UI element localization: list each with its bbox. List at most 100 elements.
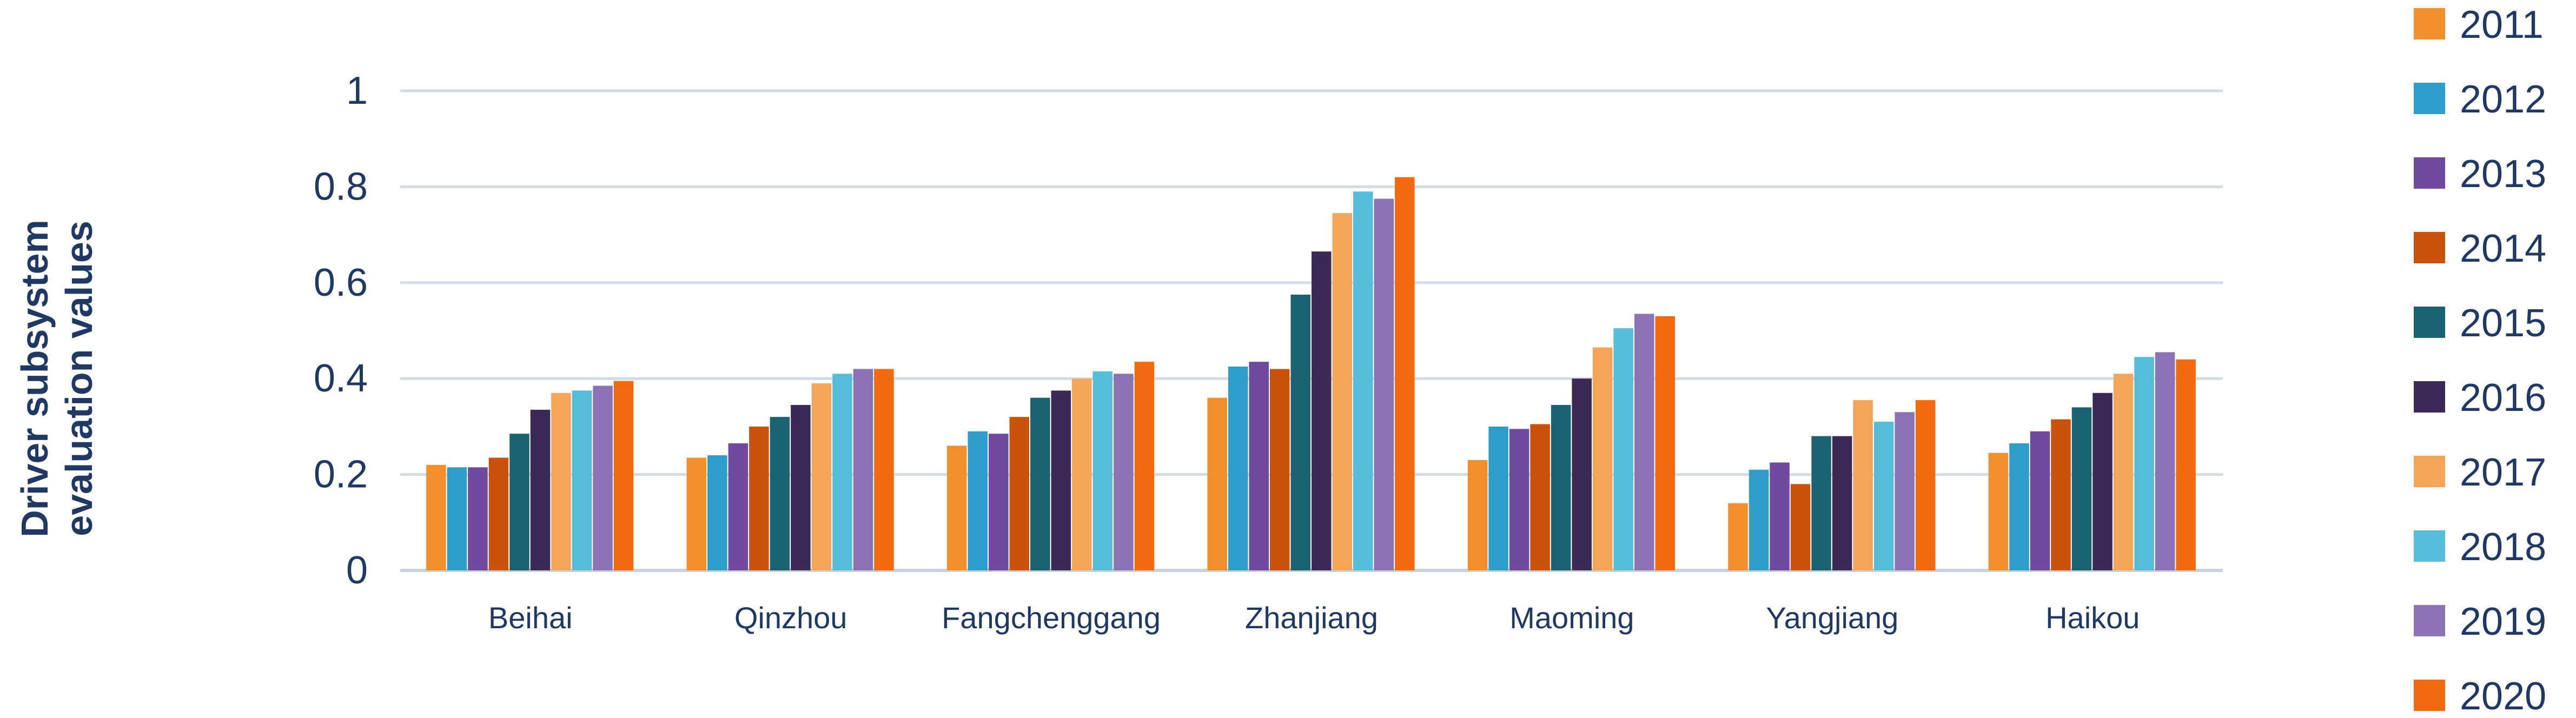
legend-label: 2013 <box>2460 152 2546 196</box>
bar-fangchenggang-2019 <box>1114 374 1134 570</box>
legend-label: 2020 <box>2460 675 2546 718</box>
bar-haikou-2013 <box>2030 431 2050 570</box>
y-tick-label: 0.8 <box>314 165 368 208</box>
bar-group-beihai <box>426 381 634 570</box>
bar-yangjiang-2012 <box>1749 469 1769 570</box>
bar-beihai-2018 <box>572 390 592 570</box>
bar-maoming-2017 <box>1592 347 1613 570</box>
legend-swatch <box>2414 456 2445 487</box>
y-tick-label: 0 <box>346 549 368 592</box>
bar-maoming-2012 <box>1488 426 1508 570</box>
x-tick-label: Qinzhou <box>734 601 847 635</box>
bar-haikou-2016 <box>2092 393 2113 570</box>
legend-swatch <box>2414 680 2445 711</box>
bar-qinzhou-2019 <box>853 369 873 570</box>
x-tick-label: Yangjiang <box>1766 601 1898 635</box>
bar-beihai-2011 <box>426 464 446 570</box>
legend-label: 2011 <box>2460 3 2544 46</box>
y-axis-ticks: 0 0.2 0.4 0.6 0.8 1 <box>314 69 368 592</box>
bar-group-maoming <box>1467 314 1675 570</box>
bar-yangjiang-2013 <box>1770 462 1790 570</box>
bar-haikou-2015 <box>2071 407 2092 570</box>
bar-fangchenggang-2016 <box>1051 390 1071 570</box>
legend-swatch <box>2414 605 2445 636</box>
legend-item-2011: 2011 <box>2414 3 2544 46</box>
bar-maoming-2016 <box>1572 378 1592 570</box>
bar-yangjiang-2011 <box>1728 503 1748 570</box>
bar-maoming-2019 <box>1634 314 1654 570</box>
legend-swatch <box>2414 307 2445 338</box>
bar-beihai-2014 <box>488 457 509 570</box>
y-tick-label: 0.4 <box>314 357 368 400</box>
bar-qinzhou-2018 <box>832 374 852 570</box>
bar-haikou-2020 <box>2176 359 2196 570</box>
x-tick-label: Fangchenggang <box>942 601 1161 635</box>
bar-haikou-2017 <box>2113 374 2134 570</box>
bar-fangchenggang-2015 <box>1030 397 1050 570</box>
bar-qinzhou-2014 <box>749 426 769 570</box>
x-tick-label: Zhanjiang <box>1245 601 1378 635</box>
bar-group-fangchenggang <box>947 362 1155 570</box>
bar-haikou-2014 <box>2051 419 2071 570</box>
bar-zhanjiang-2018 <box>1353 191 1373 570</box>
legend-item-2019: 2019 <box>2414 600 2546 643</box>
bar-qinzhou-2015 <box>770 417 790 570</box>
legend-label: 2012 <box>2460 78 2546 121</box>
x-tick-label: Beihai <box>488 601 573 635</box>
legend-label: 2014 <box>2460 227 2546 270</box>
y-tick-label: 0.2 <box>314 453 368 496</box>
bar-qinzhou-2016 <box>791 404 811 570</box>
bar-haikou-2011 <box>1988 453 2009 570</box>
bar-group-yangjiang <box>1728 400 1936 570</box>
bar-zhanjiang-2019 <box>1374 198 1394 570</box>
bar-beihai-2016 <box>530 409 551 570</box>
bar-zhanjiang-2014 <box>1269 369 1290 570</box>
bar-beihai-2015 <box>509 434 529 570</box>
x-axis-ticks: Beihai Qinzhou Fangchenggang Zhanjiang Maomi… <box>488 601 2140 635</box>
legend-item-2018: 2018 <box>2414 526 2546 569</box>
bars <box>426 177 2196 570</box>
legend-item-2013: 2013 <box>2414 152 2546 196</box>
legend-label: 2015 <box>2460 302 2546 345</box>
legend-item-2015: 2015 <box>2414 302 2546 345</box>
bar-maoming-2011 <box>1467 460 1488 570</box>
legend-swatch <box>2414 157 2445 189</box>
x-tick-label: Haikou <box>2045 601 2140 635</box>
y-tick-label: 0.6 <box>314 261 368 304</box>
bar-zhanjiang-2013 <box>1249 362 1269 570</box>
legend-swatch <box>2414 530 2445 562</box>
bar-yangjiang-2019 <box>1895 412 1915 570</box>
bar-yangjiang-2015 <box>1811 436 1831 570</box>
legend-swatch <box>2414 232 2445 263</box>
bar-fangchenggang-2014 <box>1009 417 1030 570</box>
bar-group-qinzhou <box>686 369 894 570</box>
bar-zhanjiang-2012 <box>1228 367 1248 570</box>
x-tick-label: Maoming <box>1509 601 1634 635</box>
bar-fangchenggang-2011 <box>947 446 967 570</box>
bar-yangjiang-2020 <box>1915 400 1936 570</box>
bar-zhanjiang-2015 <box>1290 294 1310 570</box>
bar-beihai-2020 <box>613 381 634 570</box>
legend-swatch <box>2414 381 2445 413</box>
bar-maoming-2018 <box>1613 328 1633 570</box>
legend-item-2014: 2014 <box>2414 227 2546 270</box>
bar-fangchenggang-2017 <box>1072 378 1092 570</box>
y-tick-label: 1 <box>346 69 368 112</box>
bar-group-zhanjiang <box>1207 177 1415 570</box>
legend: 2011 2012 2013 2014 2015 2016 2017 2018 2019 2020 <box>2414 3 2546 718</box>
bar-fangchenggang-2018 <box>1092 371 1113 570</box>
bar-zhanjiang-2020 <box>1395 177 1415 570</box>
bar-haikou-2012 <box>2009 443 2029 570</box>
bar-fangchenggang-2013 <box>989 434 1009 570</box>
bar-maoming-2014 <box>1530 424 1550 570</box>
legend-label: 2018 <box>2460 526 2546 569</box>
bar-maoming-2015 <box>1551 404 1571 570</box>
legend-item-2012: 2012 <box>2414 78 2546 121</box>
bar-beihai-2017 <box>551 393 571 570</box>
legend-label: 2016 <box>2460 376 2546 420</box>
bar-qinzhou-2013 <box>728 443 749 570</box>
bar-yangjiang-2014 <box>1790 484 1811 570</box>
bar-yangjiang-2016 <box>1832 436 1852 570</box>
legend-swatch <box>2414 8 2445 39</box>
